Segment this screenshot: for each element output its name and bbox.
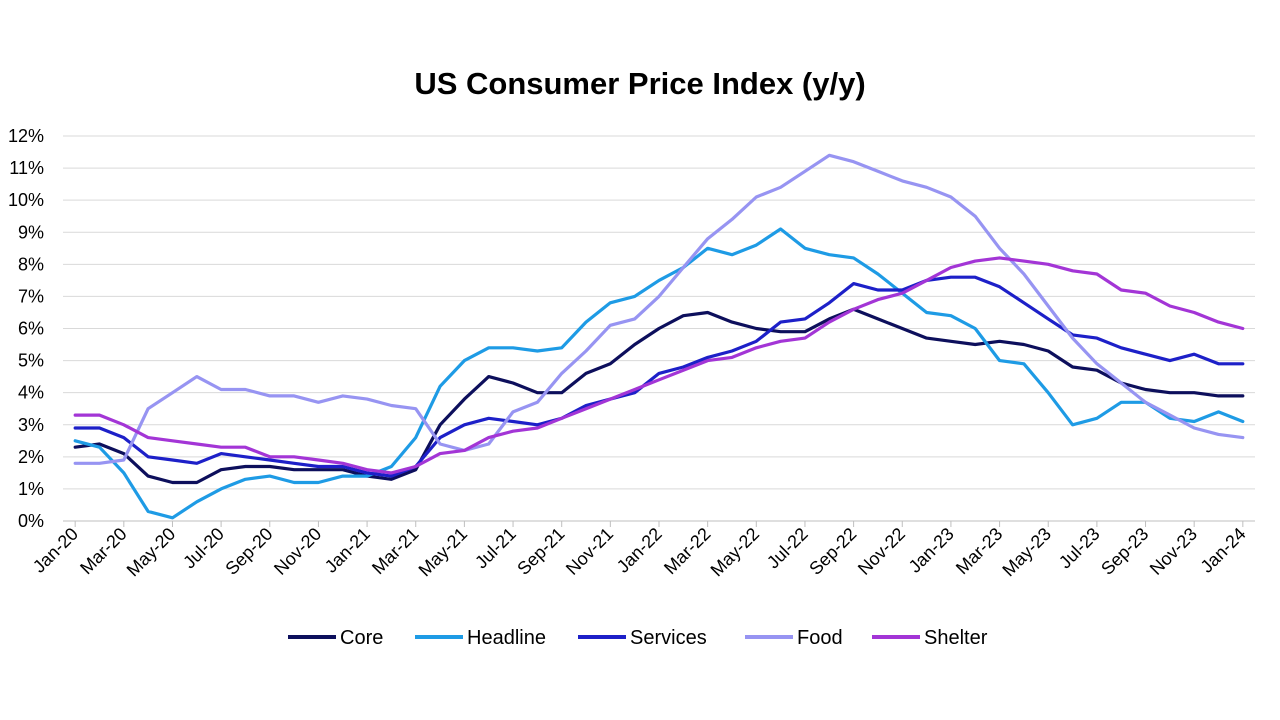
y-tick-label: 4% (18, 383, 44, 403)
x-tick-label: Mar-21 (368, 524, 422, 578)
y-tick-label: 3% (18, 415, 44, 435)
x-tick-label: Sep-23 (1097, 524, 1152, 579)
x-tick-label: Sep-22 (805, 524, 860, 579)
series-line-food (73, 153, 1245, 465)
x-tick-label: Mar-20 (76, 524, 130, 578)
y-tick-label: 1% (18, 479, 44, 499)
y-tick-label: 12% (8, 126, 44, 146)
x-tick-label: Sep-21 (513, 524, 568, 579)
x-tick-label: Nov-23 (1146, 524, 1201, 579)
legend: Core Headline Services Food Shelter (288, 627, 988, 649)
x-tick-label: May-20 (123, 524, 180, 581)
y-tick-label: 11% (9, 158, 44, 178)
legend-label-core: Core (340, 627, 383, 649)
x-tick-label: Nov-22 (854, 524, 909, 579)
x-tick-label: Sep-20 (221, 524, 276, 579)
series-line-core (73, 307, 1245, 485)
x-tick-label: May-21 (415, 524, 472, 581)
y-tick-label: 8% (18, 254, 44, 274)
series-line-shelter (73, 256, 1245, 475)
legend-label-food: Food (797, 627, 843, 649)
series-line-services (73, 275, 1245, 478)
x-tick-label: Jan-21 (321, 524, 374, 577)
legend-label-services: Services (630, 627, 707, 649)
y-axis-tick-labels: 0% 1% 2% 3% 4% 5% 6% 7% 8% 9% 10% 11% 12% (8, 126, 44, 531)
x-tick-label: Jan-20 (29, 524, 82, 577)
series-line-headline (73, 227, 1245, 520)
x-tick-label: Mar-23 (952, 524, 1006, 578)
legend-label-shelter: Shelter (924, 627, 988, 649)
x-tick-label: Nov-21 (562, 524, 617, 579)
x-tick-label: May-23 (998, 524, 1055, 581)
y-tick-label: 9% (18, 222, 44, 242)
y-tick-label: 5% (18, 351, 44, 371)
series-lines (73, 153, 1245, 520)
chart-title: US Consumer Price Index (y/y) (414, 66, 866, 101)
gridlines (63, 135, 1255, 490)
y-tick-label: 0% (18, 511, 44, 531)
y-tick-label: 10% (8, 190, 44, 210)
legend-label-headline: Headline (467, 627, 546, 649)
x-tick-label: Jan-24 (1197, 524, 1250, 577)
y-tick-label: 7% (18, 286, 44, 306)
x-tick-label: May-22 (707, 524, 764, 581)
x-tick-label: Mar-22 (660, 524, 714, 578)
x-tick-label: Jan-22 (613, 524, 666, 577)
axes (63, 520, 1255, 527)
y-tick-label: 2% (18, 447, 44, 467)
y-tick-label: 6% (18, 319, 44, 339)
x-tick-label: Jan-23 (905, 524, 958, 577)
x-tick-label: Nov-20 (270, 524, 325, 579)
